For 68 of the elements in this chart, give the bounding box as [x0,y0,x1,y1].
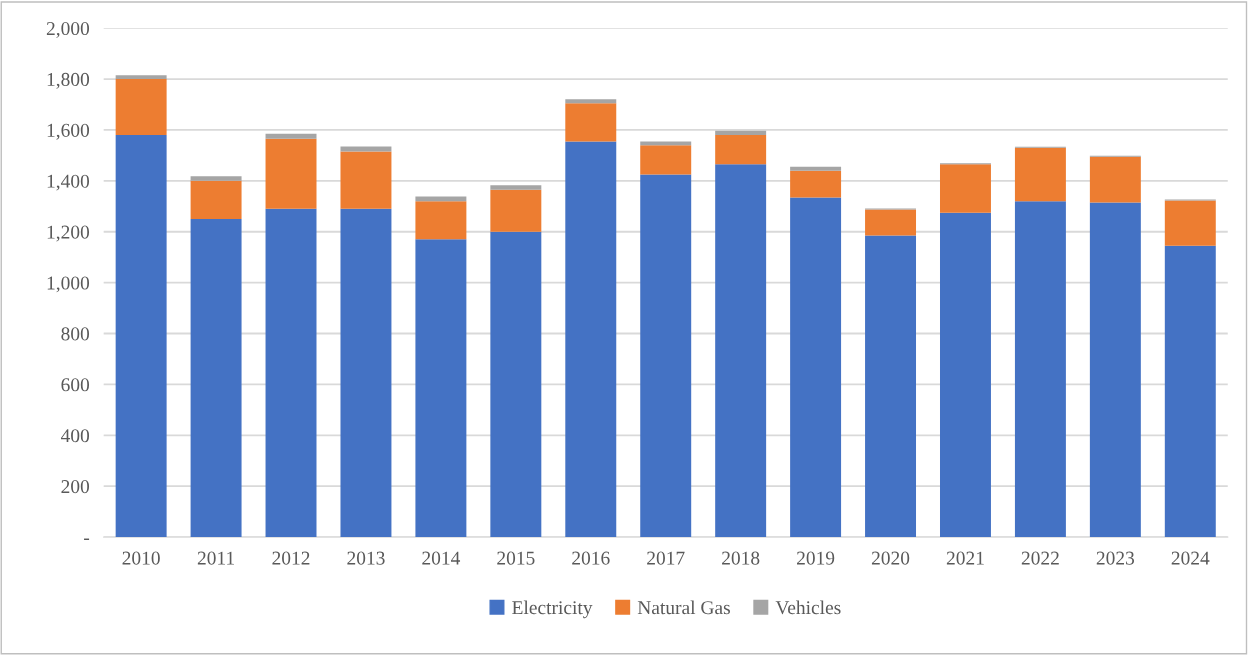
bar [1014,201,1066,538]
bar [790,166,842,171]
y-tick-label: - [84,538,90,540]
bar [415,201,467,240]
bar [115,135,167,538]
bar [1089,156,1141,203]
bar [265,133,317,139]
y-tick-label: 1,000 [47,276,90,293]
x-tick-label: 2012 [272,551,310,565]
bar [415,239,467,538]
x-tick-label: 2017 [647,551,685,565]
bar [490,185,542,190]
bar [640,145,692,175]
bar [340,208,392,538]
bar [115,79,167,136]
bar [865,209,917,236]
bar [265,208,317,538]
x-tick-label: 2018 [722,551,760,565]
bar [715,135,767,165]
x-tick-label: 2020 [871,551,910,565]
x-tick-label: 2015 [497,551,535,565]
bar [490,231,542,538]
x-tick-label: 2011 [197,551,234,565]
y-tick-label: 1,200 [47,225,90,242]
bar [715,164,767,538]
legend-label: Natural Gas [637,600,730,615]
x-tick-label: 2019 [797,551,835,565]
bar [340,146,392,152]
bar [1164,245,1216,538]
x-tick-label: 2010 [122,551,160,565]
x-tick-label: 2024 [1171,551,1210,565]
y-tick-label: 1,400 [47,174,90,191]
bar [640,141,692,146]
y-tick-label: 1,800 [47,72,90,89]
bar [715,130,767,136]
x-tick-label: 2016 [572,551,610,565]
bar [190,219,242,538]
y-tick-label: 400 [60,429,90,443]
y-tick-label: 800 [61,327,90,341]
bar [190,180,242,220]
bar [1014,147,1066,202]
bar [940,212,991,538]
bar [1164,200,1216,246]
x-tick-label: 2023 [1096,551,1135,565]
x-tick-label: 2014 [422,551,461,565]
legend-label: Vehicles [775,600,841,615]
bar [265,138,317,209]
bar [565,103,617,142]
bar [640,174,692,538]
bar [340,151,392,209]
bar [1089,202,1141,538]
bar [790,197,842,538]
legend-label: Electricity [512,600,593,619]
x-tick-label: 2013 [347,551,385,565]
y-tick-label: 600 [61,378,90,392]
x-tick-label: 2022 [1021,551,1059,565]
bar [490,189,542,232]
y-tick-label: 1,600 [47,123,90,140]
bar [115,75,167,80]
y-tick-label: 2,000 [46,21,90,38]
bar [790,170,842,198]
bar [940,164,991,213]
bar [190,176,242,181]
x-tick-label: 2021 [946,551,984,565]
y-tick-label: 200 [61,480,90,494]
bar [565,99,617,104]
bar [565,141,617,538]
bar [865,235,917,538]
